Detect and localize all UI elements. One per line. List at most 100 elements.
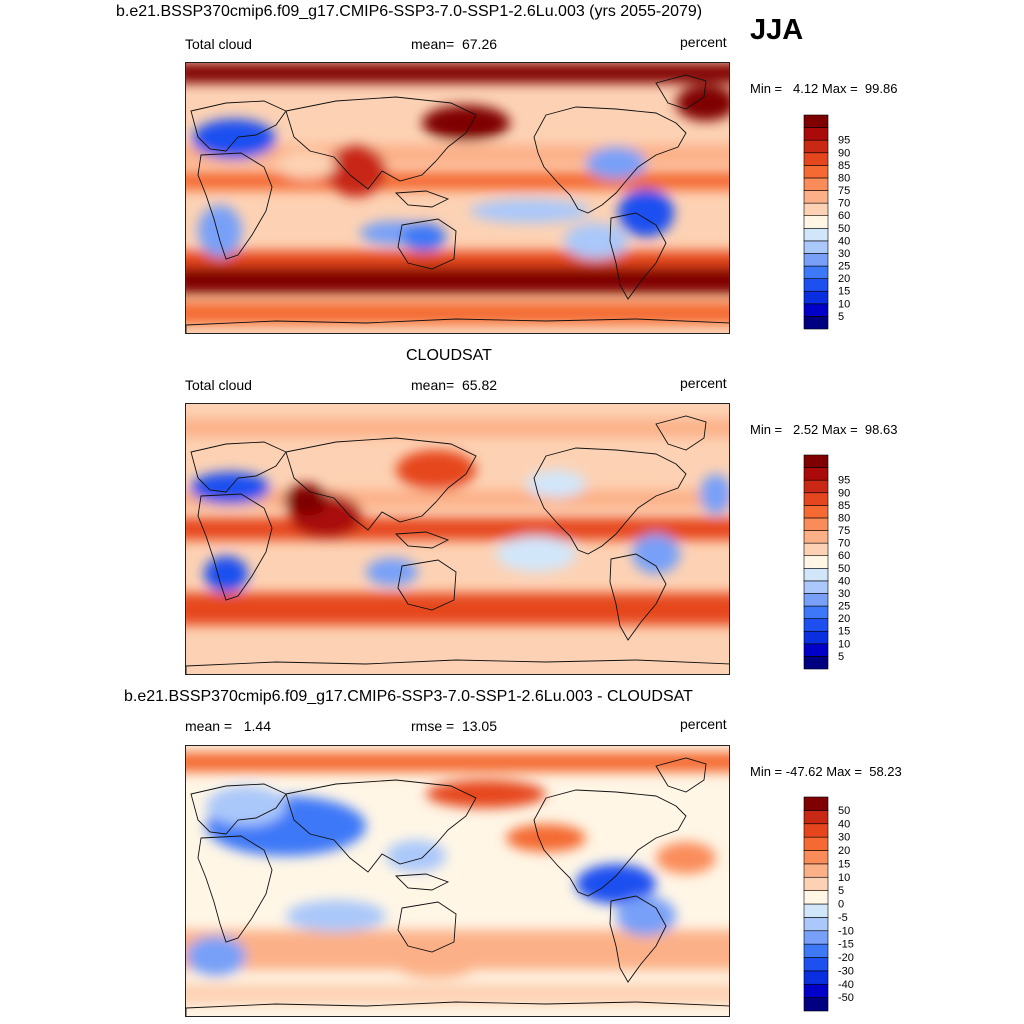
panel3-field-blob: [286, 900, 386, 932]
panel1-colorbar-tick-label: 15: [838, 286, 850, 298]
panel3-field-blob: [396, 954, 476, 978]
panel1-colorbar-tick-label: 95: [838, 135, 850, 147]
panel1-colorbar-box: [803, 202, 829, 217]
panel3-field-band: [186, 983, 729, 1005]
panel1-colorbar-box: [803, 165, 829, 179]
panel2-colorbar-tick-label: 20: [838, 613, 850, 625]
panel2-colorbar-tick-label: 5: [838, 651, 844, 663]
panel2-colorbar-box: [803, 656, 829, 670]
panel1-coastline: [285, 96, 477, 190]
panel3-coastline: [533, 789, 687, 897]
panel1-field-blob: [422, 105, 510, 141]
panel1-field-blob: [198, 205, 242, 257]
panel1-field-band: [186, 172, 729, 190]
panel3-field-band: [186, 752, 729, 772]
panel3-colorbar-tick-label: 20: [838, 845, 850, 857]
panel3-colorbar-tick-label: -20: [838, 952, 854, 964]
panel3-colorbar-box: [803, 796, 829, 811]
panel2-field-blob: [284, 484, 328, 516]
panel1-coastline: [197, 152, 273, 260]
panel2-field-band: [186, 419, 729, 437]
panel1-field-band: [186, 63, 729, 83]
panel2-colorbar-tick-label: 75: [838, 525, 850, 537]
panel2-coastline: [397, 559, 457, 611]
panel3-field-blob: [386, 840, 446, 872]
panel2-colorbar-tick-label: 70: [838, 538, 850, 550]
panel2-coastlines: [186, 415, 729, 674]
panel1-field-blob: [564, 223, 628, 259]
panel3-colorbar-tick-label: 0: [838, 899, 844, 911]
panel1-coastline: [394, 190, 450, 208]
panel3-colorbar-tick-label: 30: [838, 832, 850, 844]
panel2-colorbar-tick-label: 95: [838, 475, 850, 487]
panel1-field-blob: [326, 145, 386, 197]
panel2-colorbar-tick-label: 50: [838, 563, 850, 575]
panel3-colorbar-box: [803, 943, 829, 958]
panel2-minmax-label: Min = 2.52 Max = 98.63: [750, 422, 898, 437]
panel1-colorbar-tick-label: 40: [838, 235, 850, 247]
panel1-colorbar-box: [803, 303, 829, 317]
panel3-colorbar-tick-label: 40: [838, 818, 850, 830]
panel1-colorbar-box: [803, 253, 829, 267]
panel1-field-band: [186, 251, 729, 267]
panel1-colorbar: 5 10 15 20 25 30 40 50 60 70 75 80 85 90 95: [803, 114, 850, 330]
season-label: JJA: [750, 14, 804, 46]
panel2-field-blob: [700, 474, 729, 514]
panel2-colorbar-tick-label: 80: [838, 512, 850, 524]
panel3-map-canvas: [186, 746, 729, 1016]
panel3-coastline: [186, 1001, 729, 1016]
panel3-coastlines: [186, 757, 729, 1016]
panel3-field-blob: [576, 864, 656, 904]
panel3-colorbar-box: [803, 903, 829, 918]
panel3-colorbar-box: [803, 930, 829, 945]
panel3-colorbar-tick-label: -30: [838, 965, 854, 977]
panel2-colorbar-box: [803, 542, 829, 557]
panel3-coastline: [609, 895, 667, 983]
panel3-colorbar-tick-label: 5: [838, 885, 844, 897]
panel1-colorbar-tick-label: 80: [838, 172, 850, 184]
panel3-coastline: [655, 757, 707, 793]
panel2-field-blob: [366, 558, 418, 586]
panel2-field-blob: [204, 556, 248, 592]
panel1-colorbar-box: [803, 177, 829, 191]
panel1-coastline: [533, 106, 687, 214]
panel2-colorbar-box: [803, 467, 829, 481]
panel3-colorbar-box: [803, 970, 829, 985]
panel2-coastline: [394, 531, 450, 549]
panel2-colorbar-box: [803, 567, 829, 582]
panel3-colorbar-tick-label: -5: [838, 912, 848, 924]
panel3-map: [185, 745, 730, 1017]
panel2-title: CLOUDSAT: [406, 347, 492, 364]
panel2-colorbar-box: [803, 630, 829, 645]
panel2-colorbar-tick-label: 85: [838, 500, 850, 512]
panel2-field-blob: [496, 536, 576, 572]
panel3-colorbar-box: [803, 850, 829, 865]
panel3-coastline: [397, 901, 457, 953]
panel2-colorbar-box: [803, 605, 829, 619]
panel3-rmse-label: rmse = 13.05: [411, 718, 497, 734]
panel1-colorbar-box: [803, 152, 829, 166]
panel2-colorbar-tick-label: 90: [838, 487, 850, 499]
panel1-field-blob: [586, 147, 646, 179]
panel3-title: b.e21.BSSP370cmip6.f09_g17.CMIP6-SSP3-7.…: [124, 688, 693, 705]
panel2-coastline: [190, 441, 287, 493]
panel2-colorbar-box: [803, 454, 829, 468]
panel1-field-blob: [676, 85, 729, 121]
panel1-colorbar-tick-label: 30: [838, 248, 850, 260]
panel3-colorbar-tick-label: -40: [838, 979, 854, 991]
panel1-colorbar-box: [803, 127, 829, 141]
panel2-colorbar-tick-label: 40: [838, 575, 850, 587]
panel3-coastline: [190, 783, 287, 835]
panel2-coastline: [533, 447, 687, 555]
panel3-coastline: [394, 873, 450, 891]
panel2-colorbar-tick-label: 25: [838, 601, 850, 613]
panel3-colorbar-box: [803, 836, 829, 851]
panel1-colorbar-tick-label: 25: [838, 261, 850, 273]
panel3-colorbar-tick-label: 50: [838, 805, 850, 817]
panel2-coastline: [197, 493, 273, 601]
panel1-title: b.e21.BSSP370cmip6.f09_g17.CMIP6-SSP3-7.…: [116, 3, 703, 20]
panel1-coastline: [655, 74, 707, 110]
panel1-coastline: [190, 100, 287, 152]
panel1-field-blob: [618, 189, 674, 237]
